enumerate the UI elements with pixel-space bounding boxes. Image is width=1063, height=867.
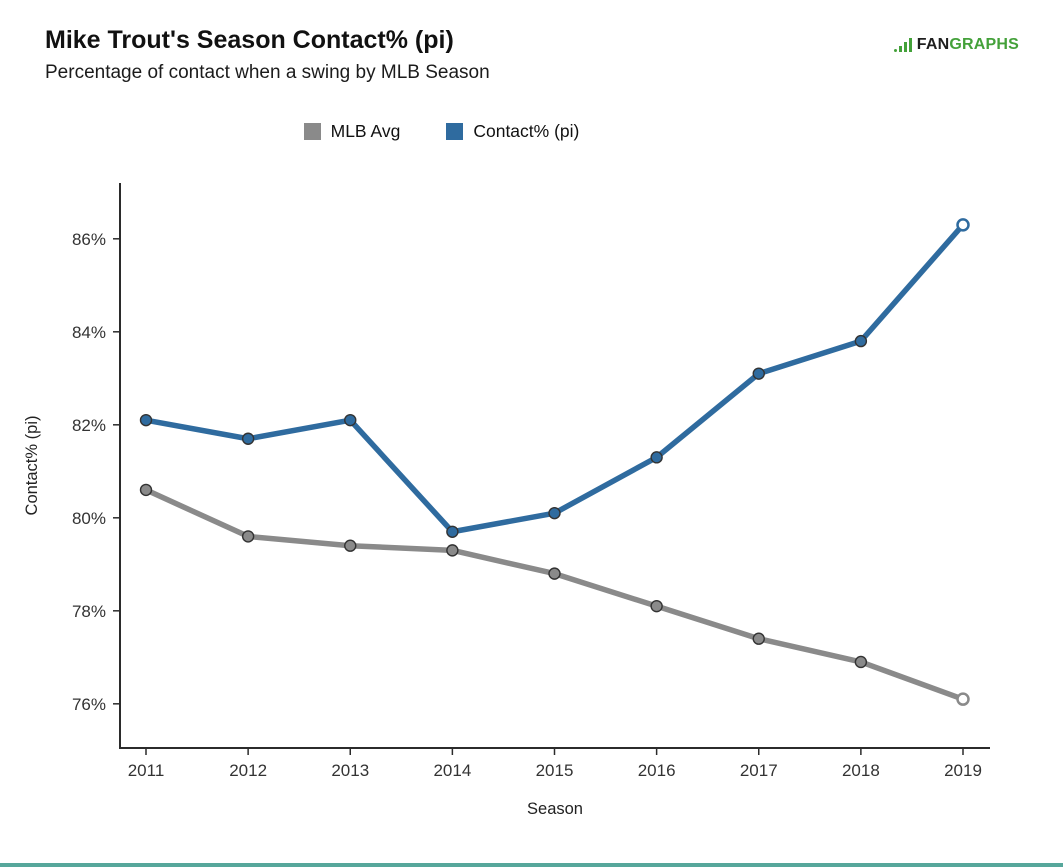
bottom-accent-bar <box>0 863 1063 867</box>
series-line <box>143 222 966 535</box>
data-point <box>139 413 153 427</box>
data-point <box>854 334 868 348</box>
x-tick-label: 2019 <box>944 761 982 780</box>
legend-item-mlb-avg: MLB Avg <box>303 121 401 142</box>
data-point <box>956 692 970 706</box>
chart-subtitle: Percentage of contact when a swing by ML… <box>45 62 490 83</box>
x-axis-label: Season <box>527 800 583 818</box>
fangraphs-logo-fan-text: FAN <box>916 36 950 53</box>
data-point <box>344 539 357 552</box>
data-point <box>650 451 663 464</box>
x-tick-label: 2014 <box>433 761 471 780</box>
y-tick-label: 78% <box>72 602 106 621</box>
axes <box>119 183 990 749</box>
data-point <box>956 218 970 232</box>
x-tick-label: 2016 <box>638 761 676 780</box>
chart-svg: 76% 78% 80% 82% 84% 86% 2011 2012 2013 2014 2015 20… <box>23 183 990 818</box>
chart-header: Mike Trout's Season Contact% (pi) Percen… <box>45 26 490 84</box>
legend-label-contact-pct: Contact% (pi) <box>473 121 580 141</box>
chart-legend: MLB Avg Contact% (pi) <box>0 121 973 142</box>
x-tick-label: 2012 <box>229 761 267 780</box>
y-tick-label: 84% <box>72 323 106 342</box>
y-axis-label: Contact% (pi) <box>23 416 41 516</box>
legend-swatch-contact-pct <box>446 123 464 140</box>
data-point <box>854 655 868 669</box>
data-point <box>752 632 765 645</box>
y-tick-label: 82% <box>72 416 106 435</box>
y-tick-label: 80% <box>72 509 106 528</box>
fangraphs-logo: FAN GRAPHS <box>893 36 1019 54</box>
x-tick-label: 2013 <box>331 761 369 780</box>
data-point <box>446 544 459 557</box>
data-point <box>446 525 459 538</box>
legend-item-contact-pct: Contact% (pi) <box>446 121 579 142</box>
y-tick-label: 86% <box>72 230 106 249</box>
chart-title: Mike Trout's Season Contact% (pi) <box>45 26 454 54</box>
data-point <box>548 506 561 520</box>
fangraphs-logo-graphs-text: GRAPHS <box>949 36 1019 53</box>
x-tick-label: 2015 <box>536 761 574 780</box>
data-point <box>752 367 765 380</box>
data-point <box>548 567 561 580</box>
data-point <box>241 432 255 445</box>
data-point <box>139 483 153 497</box>
data-point <box>650 599 663 613</box>
x-tick-label: 2018 <box>842 761 880 780</box>
y-tick-label: 76% <box>72 695 106 714</box>
x-tick-label: 2017 <box>740 761 778 780</box>
legend-swatch-mlb-avg <box>303 123 321 140</box>
data-point <box>344 413 357 427</box>
x-tick-label: 2011 <box>128 761 165 780</box>
series-line <box>143 487 966 702</box>
legend-label-mlb-avg: MLB Avg <box>330 121 401 141</box>
fangraphs-bars-icon <box>893 38 912 52</box>
data-point <box>241 530 255 543</box>
